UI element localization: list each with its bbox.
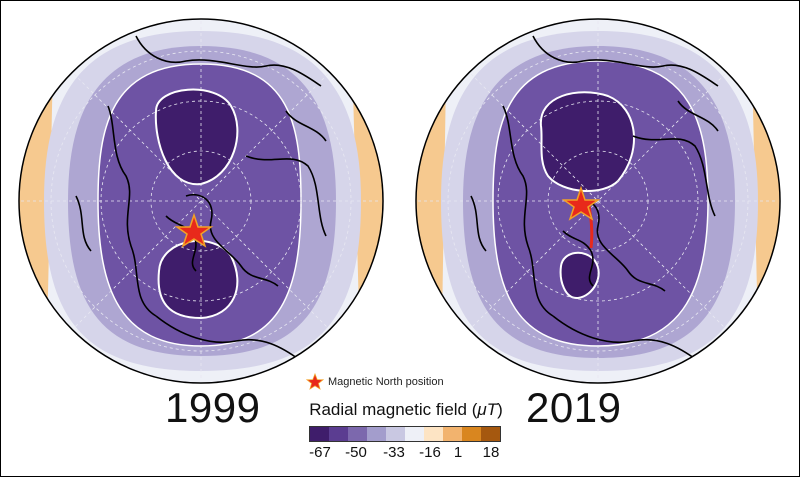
colorbar — [309, 426, 501, 442]
tick-label: -50 — [345, 444, 367, 461]
tick-label: 18 — [482, 444, 500, 461]
globe-1999 — [18, 18, 384, 384]
colorbar-segment — [367, 427, 386, 441]
marker-legend: Magnetic North position — [306, 373, 496, 391]
colorbar-title-text: Radial magnetic field ( — [309, 400, 478, 419]
colorbar-title-close: ) — [497, 400, 503, 419]
colorbar-segment — [424, 427, 443, 441]
colorbar-ticks: -67 -50 -33 -16 1 18 — [0, 444, 800, 464]
tick-label: -67 — [309, 444, 331, 461]
land-outlines — [470, 35, 719, 362]
colorbar-segment — [310, 427, 329, 441]
colorbar-segment — [462, 427, 481, 441]
globe-outline — [18, 18, 384, 384]
colorbar-segment — [329, 427, 348, 441]
marker-legend-label: Magnetic North position — [328, 376, 444, 388]
globe-outline — [415, 18, 781, 384]
colorbar-segment — [386, 427, 405, 441]
tick-label: -16 — [419, 444, 441, 461]
colorbar-unit: μT — [477, 400, 498, 419]
tick-label: 1 — [453, 444, 463, 461]
colorbar-segment — [348, 427, 367, 441]
graticule — [418, 21, 778, 381]
star-icon — [306, 373, 324, 390]
colorbar-segment — [405, 427, 424, 441]
graticule — [21, 21, 381, 381]
tick-label: -33 — [383, 444, 405, 461]
colorbar-segment — [481, 427, 500, 441]
magnetic-north-star-icon — [561, 185, 601, 221]
field-minimum-north — [539, 91, 635, 192]
field-minimum-south — [559, 251, 600, 300]
year-label-2019: 2019 — [526, 384, 622, 431]
colorbar-title: Radial magnetic field (μT) — [306, 400, 506, 420]
year-label-1999: 1999 — [165, 384, 261, 431]
field-minimum-south — [157, 240, 239, 320]
globe-2019 — [415, 18, 781, 384]
magnetic-north-star-icon — [174, 212, 214, 248]
colorbar-segment — [443, 427, 462, 441]
field-minimum-north — [154, 88, 239, 186]
